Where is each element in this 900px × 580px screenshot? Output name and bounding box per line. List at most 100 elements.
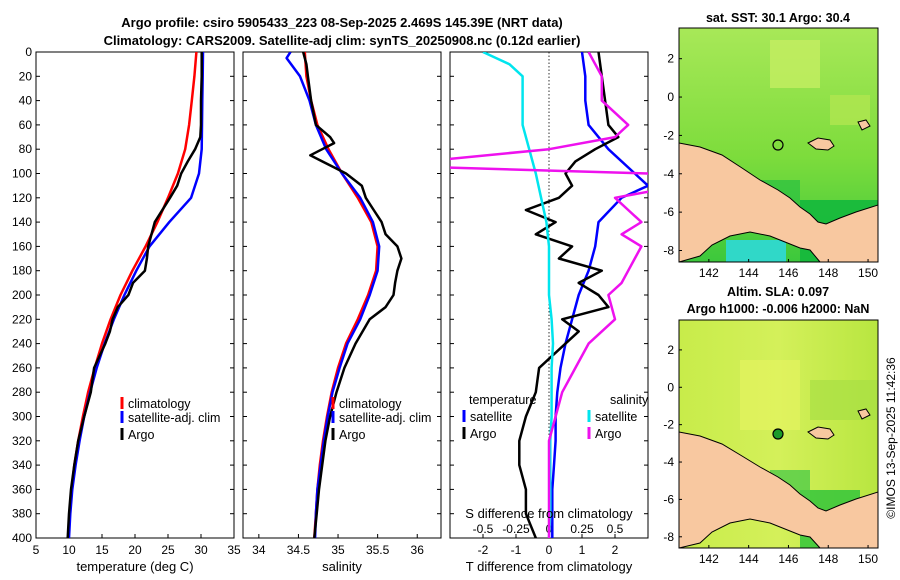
- legend-label-sal-argo: Argo: [595, 427, 621, 441]
- y-tick-label: 400: [12, 531, 32, 545]
- x-tick-label: 15: [95, 543, 109, 557]
- x-tick-label: 34.5: [287, 543, 311, 557]
- legend-heading-salinity: salinity: [610, 393, 649, 407]
- sst-island: [857, 119, 871, 131]
- legend-label-argo: Argo: [128, 428, 154, 442]
- top-x-tick-label: -0.5: [473, 522, 494, 536]
- x-tick-label: 2: [612, 543, 619, 557]
- sla-map-title-2: Argo h1000: -0.006 h2000: NaN: [687, 302, 870, 316]
- sla-map-frame: [678, 319, 879, 549]
- y-tick-label: 360: [12, 482, 32, 496]
- map-y-tick-label: -6: [663, 492, 674, 506]
- series-line-temperature-argo: [518, 52, 620, 538]
- map-x-tick-label: 150: [858, 552, 878, 566]
- series-line-salinity-argo: [450, 52, 648, 538]
- legend-heading-temperature: temperature: [469, 393, 536, 407]
- salinity-lines: [285, 52, 403, 538]
- sst-map-ticks: 142 144 146 148 150 2 0 -2 -4 -6 -8: [663, 52, 878, 280]
- y-tick-label: 320: [12, 434, 32, 448]
- y-tick-label: 60: [19, 118, 33, 132]
- x-tick-label: 0: [546, 543, 553, 557]
- sst-map-frame: [678, 27, 879, 263]
- map-y-tick-label: -4: [663, 167, 674, 181]
- sla-map-ticks: 142 144 146 148 150 2 0 -2 -4 -6 -8: [663, 343, 878, 566]
- map-x-tick-label: 148: [818, 552, 838, 566]
- title-line-1: Argo profile: csiro 5905433_223 08-Sep-2…: [121, 15, 563, 30]
- sst-map-title: sat. SST: 30.1 Argo: 30.4: [706, 11, 850, 25]
- y-tick-label: 200: [12, 288, 32, 302]
- x-tick-label: 35: [331, 543, 345, 557]
- y-tick-label: 180: [12, 264, 32, 278]
- y-tick-label: 340: [12, 458, 32, 472]
- difference-xlabel: T difference from climatology: [466, 559, 633, 574]
- x-tick-label: 35.5: [366, 543, 390, 557]
- salinity-ticks: 34 34.5 35 35.5 36: [243, 51, 441, 557]
- temperature-axes: [35, 51, 235, 539]
- series-line-argo: [66, 52, 203, 538]
- map-x-tick-label: 144: [739, 552, 759, 566]
- map-y-tick-label: -6: [663, 205, 674, 219]
- title-line-2: Climatology: CARS2009. Satellite-adj cli…: [104, 33, 581, 48]
- map-y-tick-label: -4: [663, 455, 674, 469]
- y-tick-label: 40: [19, 94, 33, 108]
- x-tick-label: 25: [161, 543, 175, 557]
- sla-map-title-1: Altim. SLA: 0.097: [727, 285, 829, 299]
- sla-island: [807, 426, 835, 440]
- x-tick-label: 36: [411, 543, 425, 557]
- map-x-tick-label: 142: [699, 552, 719, 566]
- map-x-tick-label: 144: [739, 266, 759, 280]
- sst-warm-patch: [770, 40, 820, 88]
- legend-label-climatology: climatology: [128, 397, 191, 411]
- series-line-salinity-satellite: [482, 52, 555, 538]
- x-tick-label: 34: [252, 543, 266, 557]
- y-tick-label: 80: [19, 142, 33, 156]
- map-x-tick-label: 142: [699, 266, 719, 280]
- temperature-xlabel: temperature (deg C): [76, 559, 193, 574]
- map-y-tick-label: 0: [667, 90, 674, 104]
- map-x-tick-label: 146: [778, 266, 798, 280]
- map-x-tick-label: 146: [778, 552, 798, 566]
- sst-island: [807, 137, 835, 151]
- map-x-tick-label: 148: [818, 266, 838, 280]
- map-y-tick-label: -8: [663, 243, 674, 257]
- difference-legend: temperature satellite Argo salinity sate…: [462, 393, 649, 441]
- x-tick-label: 5: [33, 543, 40, 557]
- series-line-satellite-adj-clim: [67, 52, 205, 538]
- map-y-tick-label: -8: [663, 530, 674, 544]
- map-y-tick-label: 2: [667, 52, 674, 66]
- x-tick-label: 35: [227, 543, 241, 557]
- map-y-tick-label: -2: [663, 128, 674, 142]
- x-tick-label: 30: [194, 543, 208, 557]
- y-tick-label: 0: [25, 45, 32, 59]
- sst-warm-patch: [830, 95, 870, 125]
- map-y-tick-label: 0: [667, 380, 674, 394]
- series-line-temperature-satellite: [551, 52, 648, 538]
- legend-label-temp-argo: Argo: [470, 427, 496, 441]
- salinity-legend: climatology satellite-adj. clim Argo: [331, 397, 431, 442]
- legend-label-sal-satellite: satellite: [595, 410, 637, 424]
- sst-land: [679, 142, 878, 262]
- sla-high-patch: [740, 360, 800, 430]
- y-tick-label: 280: [12, 385, 32, 399]
- y-tick-label: 120: [12, 191, 32, 205]
- difference-lines: [450, 52, 648, 538]
- x-tick-label: 20: [128, 543, 142, 557]
- temperature-legend: climatology satellite-adj. clim Argo: [120, 397, 220, 442]
- map-y-tick-label: -2: [663, 418, 674, 432]
- x-tick-label: -1: [511, 543, 522, 557]
- x-tick-label: -2: [478, 543, 489, 557]
- map-y-tick-label: 2: [667, 343, 674, 357]
- y-tick-label: 140: [12, 215, 32, 229]
- sst-map: [679, 28, 878, 262]
- sst-cyan-patch: [726, 240, 786, 262]
- x-tick-label: 1: [579, 543, 586, 557]
- legend-label-argo: Argo: [339, 428, 365, 442]
- temperature-ticks: 5 10 15 20 25 30 35 0 20 40 60 80 100 120 140 160 180 200…: [12, 45, 241, 557]
- y-tick-label: 220: [12, 312, 32, 326]
- sst-profile-marker: [772, 139, 784, 151]
- sla-land: [679, 431, 878, 548]
- series-line-climatology: [67, 52, 198, 538]
- sla-island: [857, 408, 871, 420]
- x-tick-label: 10: [62, 543, 76, 557]
